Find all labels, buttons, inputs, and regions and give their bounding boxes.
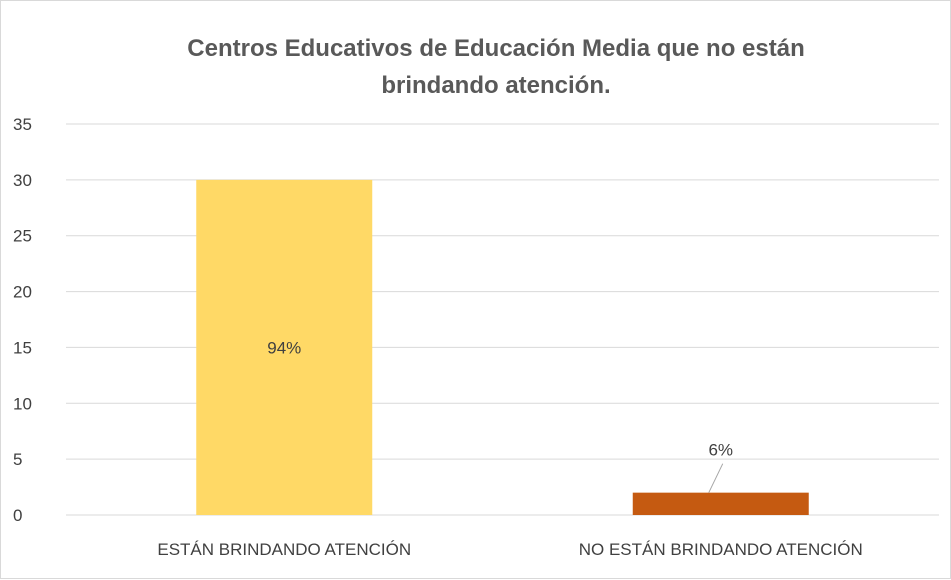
y-tick-label-25: 25 (13, 227, 32, 246)
data-label-1: 94% (267, 338, 301, 357)
y-tick-label-35: 35 (13, 115, 32, 134)
y-tick-label-10: 10 (13, 394, 32, 413)
chart-title-line-1: Centros Educativos de Educación Media qu… (187, 35, 804, 62)
category-labels: ESTÁN BRINDANDO ATENCIÓN NO ESTÁN BRINDAN… (157, 540, 862, 559)
bar-1 (196, 179, 373, 515)
bars (196, 179, 809, 515)
chart-title-line-2: brindando atención. (381, 72, 610, 99)
y-tick-label-0: 0 (13, 506, 22, 525)
y-tick-label-15: 15 (13, 338, 32, 357)
data-labels: 94% 6% (267, 338, 733, 493)
category-label-1: ESTÁN BRINDANDO ATENCIÓN (157, 540, 411, 559)
bar-2 (632, 492, 809, 515)
y-tick-label-30: 30 (13, 171, 32, 190)
y-tick-label-5: 5 (13, 450, 22, 469)
chart-title: Centros Educativos de Educación Media qu… (187, 35, 804, 99)
category-label-2: NO ESTÁN BRINDANDO ATENCIÓN (579, 540, 863, 559)
y-axis-tick-labels: 0 5 10 15 20 25 30 35 (13, 115, 32, 525)
data-label-leader-line-2 (708, 463, 724, 493)
data-label-2: 6% (708, 441, 733, 460)
y-tick-label-20: 20 (13, 283, 32, 302)
